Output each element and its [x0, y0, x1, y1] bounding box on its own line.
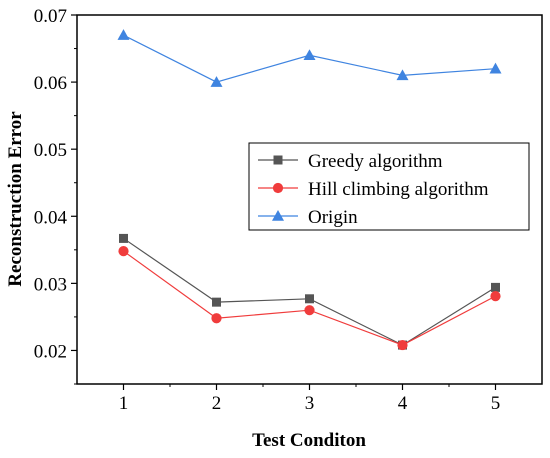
x-tick-label: 3: [305, 393, 315, 414]
y-tick-label: 0.04: [34, 207, 68, 228]
data-point: [211, 313, 222, 324]
data-point: [396, 69, 409, 81]
data-point: [117, 29, 130, 40]
legend: Greedy algorithm Hill climbing algorithm O…: [248, 142, 530, 231]
data-point: [305, 294, 314, 304]
series-circle: [118, 246, 501, 351]
y-tick-label: 0.02: [34, 341, 67, 362]
legend-item: Hill climbing algorithm: [258, 179, 489, 200]
x-tick-label: 4: [398, 393, 408, 414]
y-tick-label: 0.06: [34, 73, 67, 94]
data-point: [397, 339, 408, 351]
legend-item: Greedy algorithm: [258, 151, 443, 172]
legend-label: Origin: [308, 207, 358, 228]
legend-label: Greedy algorithm: [308, 151, 443, 172]
data-point: [118, 246, 129, 257]
x-axis: 1 2 3 4 5: [119, 384, 501, 414]
y-tick-label: 0.07: [34, 6, 67, 27]
x-tick-label: 5: [491, 393, 501, 414]
series-triangle: [117, 29, 502, 87]
series-square: [119, 233, 500, 350]
legend-item: Origin: [258, 207, 358, 228]
series-layer: [117, 29, 502, 351]
legend-marker: [272, 210, 284, 221]
y-tick-label: 0.03: [34, 274, 67, 295]
y-axis: 0.02 0.03 0.04 0.05 0.06 0.07: [34, 6, 77, 385]
data-point: [210, 76, 223, 87]
x-tick-label: 2: [212, 393, 222, 414]
data-point: [491, 282, 500, 292]
data-point: [304, 305, 315, 316]
x-axis-title: Test Conditon: [252, 430, 366, 451]
data-point: [212, 297, 221, 307]
data-point: [119, 233, 128, 243]
y-axis-title: Reconstruction Error: [5, 111, 26, 287]
legend-label: Hill climbing algorithm: [308, 179, 489, 200]
x-tick-label: 1: [119, 393, 129, 414]
data-point: [303, 49, 316, 61]
data-point: [490, 291, 501, 302]
legend-marker: [273, 155, 283, 165]
y-tick-label: 0.05: [34, 140, 67, 161]
legend-marker: [272, 182, 284, 194]
data-point: [489, 62, 502, 74]
